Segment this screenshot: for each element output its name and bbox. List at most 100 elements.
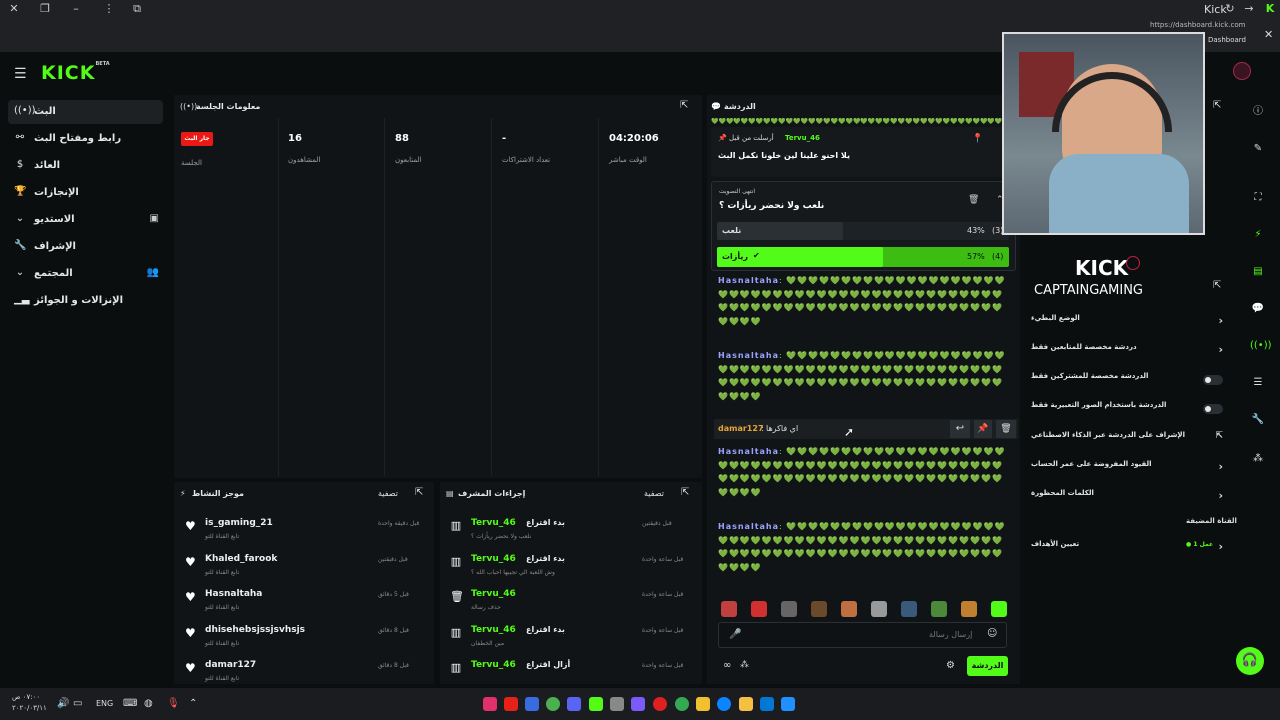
kick-logo[interactable]: KICKBETA [41, 60, 110, 84]
wrench-icon[interactable]: 🔧 [1251, 414, 1265, 425]
popout-icon[interactable]: ⇱ [415, 487, 424, 498]
document-icon[interactable]: ▤ [1253, 266, 1263, 277]
emote-icon[interactable] [721, 601, 737, 617]
emote-icon[interactable] [841, 601, 857, 617]
minimize-icon[interactable]: – [73, 2, 79, 15]
folder-icon[interactable] [739, 697, 753, 711]
emote-icon[interactable] [991, 601, 1007, 617]
gear-icon[interactable]: ⚙ [946, 660, 955, 671]
emote-icon[interactable] [811, 601, 827, 617]
chat-input[interactable]: 🎤 إرسال رسالة ☺ [718, 622, 1007, 648]
infinity-icon[interactable]: ∞ [723, 660, 732, 671]
chrome-icon[interactable] [546, 697, 560, 711]
sidebar-item-moderation[interactable]: 🔧 الإشراف [14, 240, 76, 252]
pin-icon[interactable]: 📌 [974, 420, 992, 438]
activity-row[interactable]: ♥ dhisehebsjssjsvhsjs تابع القناة للتو قبل … [180, 623, 430, 657]
mod-action-row[interactable]: ▥ Tervu_46 بدء اقتراع نلعب ولا نحضر ريأزات … [446, 516, 696, 550]
activity-username[interactable]: damar127 [205, 660, 257, 670]
chrome-icon[interactable] [675, 697, 689, 711]
emote-only-toggle[interactable] [1203, 404, 1223, 414]
subscribers-only-item[interactable]: الدردشة مخصصة للمشتركين فقط [1031, 372, 1227, 390]
followers-only-item[interactable]: دردشة مخصصة للمتابعين فقط › [1031, 343, 1223, 356]
mod-username[interactable]: Tervu_46 [471, 518, 516, 528]
sidebar-item-drops[interactable]: ▁▃ الإنزالات و الجوائز [14, 294, 124, 306]
reload-icon[interactable]: ↻ [1225, 2, 1235, 15]
banned-words-item[interactable]: الكلمات المحظورة › [1031, 489, 1223, 502]
mod-username[interactable]: Tervu_46 [471, 660, 516, 670]
menu-icon[interactable]: ☰ [14, 66, 27, 82]
chat-message[interactable]: Hasnaltaha: 💚💚💚💚💚💚💚💚💚💚💚💚💚💚💚💚💚💚💚💚💚💚💚💚💚💚💚💚… [718, 276, 1006, 326]
sidebar-item-broadcast[interactable]: ((•)) البث [8, 100, 163, 124]
bolt-icon[interactable]: ⚡ [1254, 229, 1262, 240]
language-indicator[interactable]: ENG [96, 699, 114, 708]
more-icon[interactable]: ⋮ [103, 2, 115, 15]
network-icon[interactable]: ▭ [73, 698, 83, 709]
chat-message[interactable]: Hasnaltaha: 💚💚💚💚💚💚💚💚💚💚💚💚💚💚💚💚💚💚💚💚💚💚💚💚💚💚💚💚… [718, 522, 1006, 572]
emote-icon[interactable] [901, 601, 917, 617]
support-icon[interactable]: 🎧 [1236, 647, 1264, 675]
pinned-user[interactable]: Tervu_46 [785, 134, 820, 142]
store-icon[interactable] [760, 697, 774, 711]
unpin-icon[interactable]: 📍 [972, 134, 984, 144]
pencil-icon[interactable]: ✎ [1253, 143, 1263, 154]
pinned-message[interactable]: 📌 أرسلت من قبل Tervu_46 يلا احنو علينا ل… [711, 127, 1016, 177]
discord-icon[interactable] [567, 697, 581, 711]
activity-username[interactable]: Khaled_farook [205, 553, 278, 564]
volume-icon[interactable]: 🔊 [57, 698, 70, 709]
mic-icon[interactable]: 🎤 [729, 629, 742, 640]
edge-icon[interactable] [717, 697, 731, 711]
info-icon[interactable]: ⓘ [1253, 106, 1263, 117]
activity-username[interactable]: is_gaming_21 [205, 518, 273, 528]
send-chat-button[interactable]: الدردشة [967, 656, 1008, 676]
mod-action-row[interactable]: ▥ Tervu_46 بدء اقتراع مين الخطفان قبل ساعة و… [446, 623, 696, 657]
clock-time[interactable]: ٠٧:٠٠ ص [12, 693, 41, 701]
chat-message[interactable]: Hasnaltaha: 💚💚💚💚💚💚💚💚💚💚💚💚💚💚💚💚💚💚💚💚💚💚💚💚💚💚💚💚… [718, 447, 1006, 497]
emote-only-item[interactable]: الدردشة باستخدام الصور التعبيرية فقط [1031, 401, 1227, 419]
mod-action-row[interactable]: ▥ Tervu_46 بدء اقتراع وش اللعبة الي تجيبها … [446, 552, 696, 586]
mod-username[interactable]: Tervu_46 [471, 624, 516, 635]
delete-icon[interactable]: 🗑 [996, 420, 1016, 438]
emote-icon[interactable] [931, 601, 947, 617]
app-icon[interactable] [631, 697, 645, 711]
chevron-up-icon[interactable]: ⌃ [996, 195, 1004, 205]
emote-icon[interactable] [751, 601, 767, 617]
list-icon[interactable]: ☰ [1253, 377, 1263, 388]
chat-message[interactable]: Hasnaltaha: 💚💚💚💚💚💚💚💚💚💚💚💚💚💚💚💚💚💚💚💚💚💚💚💚💚💚💚💚… [718, 351, 1006, 401]
users-icon[interactable]: ⁂ [1253, 453, 1263, 464]
forward-icon[interactable]: → [1244, 2, 1254, 15]
ai-moderation-item[interactable]: الإشراف على الدردشة عبر الذكاء الاصطناعي… [1031, 431, 1223, 441]
avatar[interactable] [1233, 62, 1251, 80]
mod-username[interactable]: Tervu_46 [471, 589, 516, 599]
popout-icon[interactable]: ⇱ [681, 487, 690, 498]
account-age-item[interactable]: القيود المفروضة على عمر الحساب › [1031, 460, 1223, 473]
restore-icon[interactable]: ❐ [40, 2, 50, 15]
keyboard-icon[interactable]: ⌨ [123, 698, 138, 709]
slow-mode-item[interactable]: الوضع البطيء › [1031, 314, 1223, 327]
sidebar-item-stream-key[interactable]: ⚯ رابط ومفتاح البث [15, 132, 122, 144]
emote-icon[interactable] [781, 601, 797, 617]
popout-icon[interactable]: ⇱ [1213, 280, 1222, 291]
expand-icon[interactable]: ⛶ [1254, 192, 1262, 203]
mod-action-row[interactable]: ▥ Tervu_46 أزال اقتراع قبل ساعة واحدة [446, 658, 696, 692]
youtube-icon[interactable] [504, 697, 518, 711]
extension-icon[interactable]: ⧉ [133, 2, 141, 15]
activity-username[interactable]: dhisehebsjssjsvhsjs [205, 624, 306, 635]
instagram-icon[interactable] [483, 697, 497, 711]
trash-icon[interactable]: 🗑 [968, 195, 980, 205]
activity-filter-button[interactable]: تصفية [378, 489, 398, 498]
popout-icon[interactable]: ⇱ [1213, 100, 1222, 111]
reply-icon[interactable]: ↩ [950, 420, 970, 438]
emote-icon[interactable] [871, 601, 887, 617]
activity-row[interactable]: ♥ Hasnaltaha تابع القناة للتو قبل 5 دقائق [180, 587, 430, 621]
activity-username[interactable]: Hasnaltaha [205, 589, 263, 599]
chevron-up-icon[interactable]: ⌃ [189, 698, 198, 709]
windows-start-icon[interactable] [781, 697, 795, 711]
globe-icon[interactable]: ◍ [144, 698, 153, 709]
subscribers-only-toggle[interactable] [1203, 375, 1223, 385]
close-icon[interactable]: ✕ [1264, 28, 1274, 41]
sidebar-item-studio[interactable]: ⌄ الاستديو ▣ [15, 213, 159, 225]
app-icon[interactable] [525, 697, 539, 711]
mod-action-row[interactable]: 🗑 Tervu_46 حذف رسالة قبل ساعة واحدة [446, 587, 696, 621]
mod-username[interactable]: Tervu_46 [471, 553, 516, 564]
chat-message-hovered[interactable]: damar127 : اي فاكرها ↩ 📌 🗑 [714, 419, 1018, 439]
